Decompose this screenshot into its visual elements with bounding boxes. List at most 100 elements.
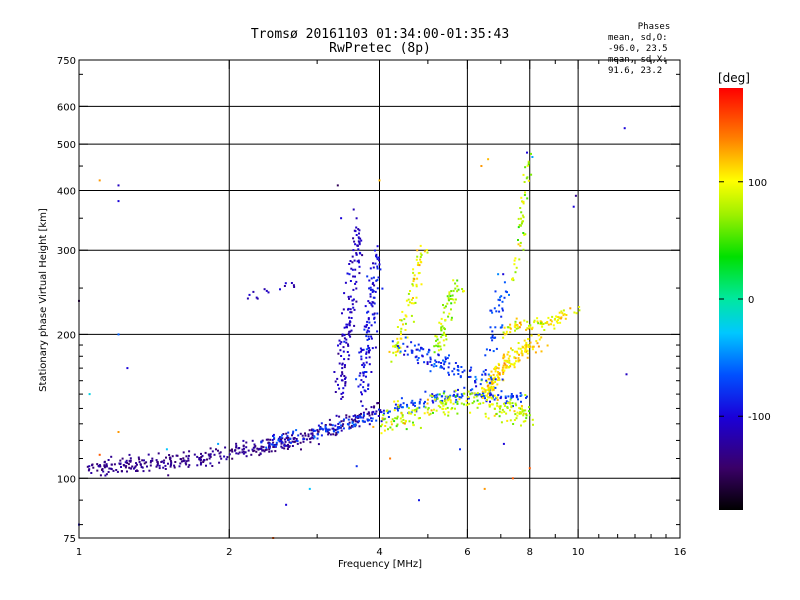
data-point (151, 457, 154, 460)
data-point (275, 441, 278, 444)
data-point (524, 350, 526, 353)
data-point (410, 302, 413, 305)
data-point (333, 430, 335, 433)
data-point (182, 457, 185, 460)
x-axis-label: Frequency [MHz] (338, 559, 422, 570)
data-point (405, 428, 408, 431)
data-point (502, 442, 505, 445)
data-point (554, 317, 556, 320)
data-point (392, 351, 395, 354)
data-point (494, 366, 497, 369)
data-point (125, 465, 128, 468)
data-point (489, 400, 491, 403)
data-point (242, 444, 245, 447)
data-point (514, 257, 517, 260)
data-point (399, 319, 402, 321)
data-point (141, 466, 144, 469)
data-point (370, 335, 373, 338)
data-point (285, 503, 288, 506)
data-point (468, 402, 471, 405)
data-point (490, 385, 493, 388)
data-point (520, 323, 522, 326)
data-point (394, 351, 397, 354)
data-point (483, 487, 486, 490)
data-point (343, 337, 346, 340)
colorbar-label: [deg] (718, 71, 750, 85)
data-point (341, 396, 344, 398)
data-point (372, 296, 375, 299)
data-point (171, 455, 174, 458)
data-point (340, 424, 343, 427)
data-point (373, 312, 376, 315)
data-point (411, 409, 414, 412)
data-point (413, 413, 416, 416)
data-point (204, 451, 207, 454)
data-point (484, 391, 487, 394)
data-point (356, 244, 359, 247)
data-point (201, 454, 204, 457)
data-point (308, 437, 311, 440)
data-point (529, 345, 531, 348)
data-point (560, 310, 563, 313)
data-point (553, 327, 556, 330)
data-point (487, 373, 490, 376)
data-point (162, 461, 165, 464)
data-point (155, 465, 158, 468)
data-point (497, 376, 500, 379)
data-point (503, 402, 505, 405)
data-point (399, 330, 402, 333)
data-point (490, 375, 492, 378)
data-point (417, 272, 420, 275)
data-point (547, 316, 550, 319)
data-point (502, 353, 505, 356)
data-point (497, 367, 500, 370)
data-point (518, 412, 521, 415)
data-point (103, 466, 106, 469)
data-point (284, 282, 287, 285)
data-point (348, 330, 351, 333)
data-point (429, 358, 432, 361)
data-point (263, 288, 266, 291)
data-point (255, 450, 258, 453)
data-point (522, 202, 525, 205)
data-point (485, 348, 488, 351)
data-point (287, 443, 289, 446)
data-point (348, 263, 351, 265)
data-point (408, 420, 411, 423)
y-tick-label: 400 (57, 186, 76, 197)
data-point (481, 390, 484, 393)
data-point (503, 296, 506, 299)
data-point (516, 414, 519, 417)
data-point (440, 362, 443, 364)
data-point (436, 393, 439, 396)
data-point (480, 395, 483, 398)
data-point (141, 459, 144, 462)
data-point (497, 298, 500, 301)
data-point (504, 366, 507, 369)
data-point (509, 419, 512, 422)
data-point (449, 394, 452, 397)
data-point (519, 411, 522, 414)
data-point (499, 405, 502, 408)
data-point (325, 430, 328, 433)
data-point (507, 326, 510, 329)
data-point (169, 459, 172, 462)
data-point (272, 433, 275, 436)
data-point (492, 350, 495, 353)
data-point (113, 463, 116, 466)
data-point (481, 394, 484, 397)
data-point (524, 344, 527, 347)
data-point (456, 394, 459, 397)
data-point (337, 344, 339, 347)
data-point (370, 337, 373, 340)
data-point (384, 425, 387, 427)
data-point (91, 464, 93, 467)
data-point (393, 344, 396, 347)
data-point (413, 278, 416, 281)
data-point (444, 319, 447, 321)
data-point (574, 194, 577, 197)
data-point (499, 397, 502, 400)
data-point (419, 256, 422, 258)
data-point (200, 456, 203, 458)
data-point (511, 395, 514, 398)
